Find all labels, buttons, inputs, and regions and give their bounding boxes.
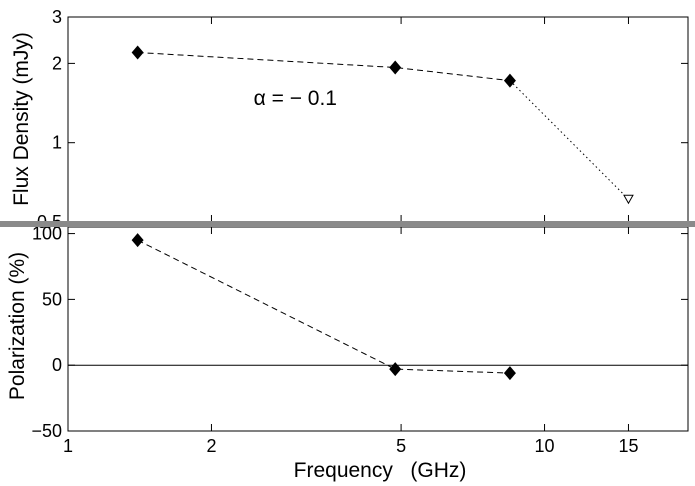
panel-separator	[0, 221, 695, 227]
polarization-y-axis-label: Polarization (%)	[6, 252, 29, 400]
upper-limit-dotted-line	[509, 80, 629, 200]
spectral-index-annotation: α = − 0.1	[254, 87, 337, 110]
x-tick-label: 5	[396, 436, 406, 456]
flux-series	[131, 45, 634, 205]
data-point-diamond	[131, 45, 144, 60]
flux-y-ticks: 0.5123	[37, 7, 688, 232]
flux-y-axis-label: Flux Density (mJy)	[10, 32, 33, 206]
data-point-diamond	[131, 233, 144, 248]
polarization-x-ticks: 1 2 5 10 15	[63, 227, 638, 456]
data-point-diamond	[503, 366, 516, 381]
polarization-y-ticks: −50 0 50 100	[31, 224, 688, 441]
flux-y-tick-label: 3	[52, 7, 62, 27]
polarization-y-tick-label: 0	[52, 355, 62, 375]
x-tick-label: 10	[535, 436, 555, 456]
flux-y-tick-label: 2	[52, 53, 62, 73]
polarization-dashed-line	[137, 239, 510, 374]
data-point-diamond	[389, 362, 402, 377]
x-tick-label: 15	[618, 436, 638, 456]
polarization-series	[131, 233, 516, 381]
flux-dashed-line	[137, 52, 510, 82]
flux-y-tick-label: 1	[52, 133, 62, 153]
upper-limit-triangle	[623, 194, 634, 205]
frequency-x-axis-label: Frequency (GHz)	[294, 459, 467, 482]
polarization-y-tick-label: −50	[31, 421, 62, 441]
x-tick-label: 1	[63, 436, 73, 456]
flux-axes-frame	[67, 16, 689, 223]
flux-panel: 0.5123 Flux Density (mJy) α = − 0.1	[10, 7, 689, 232]
data-point-diamond	[503, 73, 516, 88]
flux-x-ticks	[67, 17, 629, 222]
polarization-y-tick-label: 50	[42, 289, 62, 309]
x-tick-label: 2	[206, 436, 216, 456]
polarization-axes-frame	[67, 226, 689, 432]
polarization-y-tick-label: 100	[32, 224, 62, 244]
data-point-diamond	[389, 60, 402, 75]
polarization-panel: −50 0 50 100 1 2 5 10 15 Polarization (%) Frequ…	[6, 224, 689, 482]
